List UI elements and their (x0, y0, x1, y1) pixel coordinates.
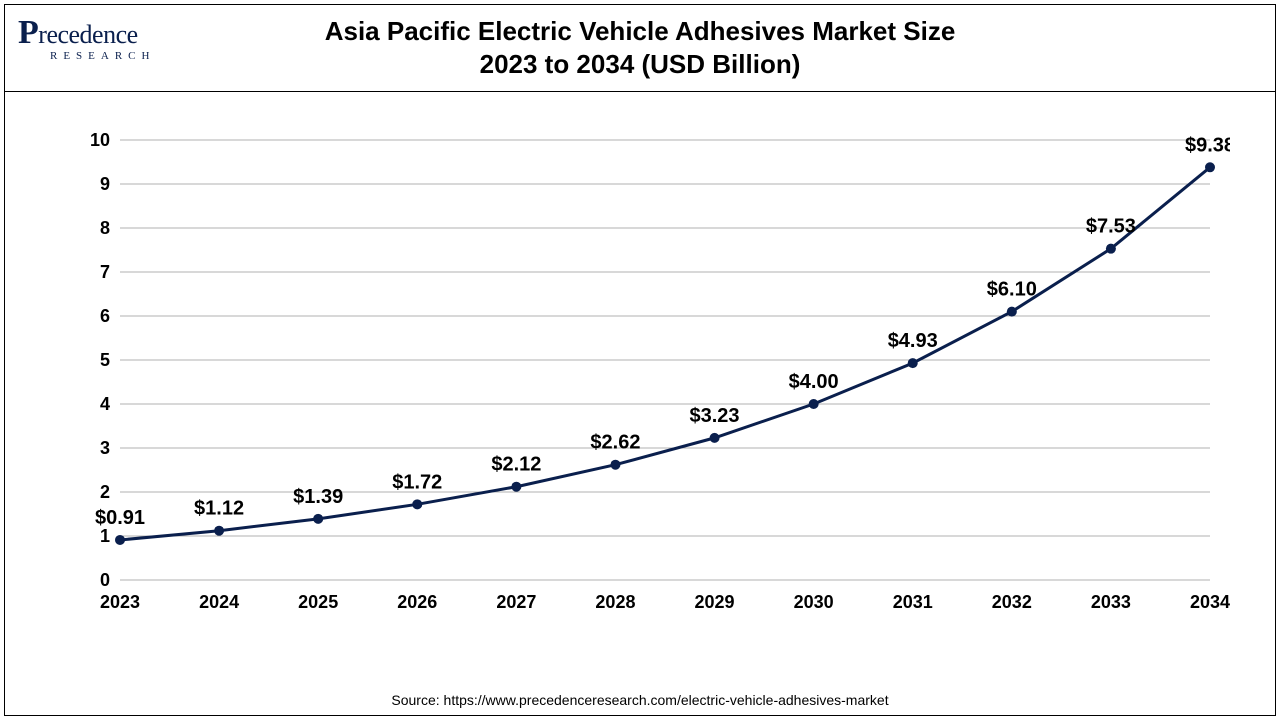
data-line (120, 167, 1210, 540)
svg-text:2033: 2033 (1091, 592, 1131, 612)
source-citation: Source: https://www.precedenceresearch.c… (0, 692, 1280, 708)
svg-text:2031: 2031 (893, 592, 933, 612)
svg-text:2034: 2034 (1190, 592, 1230, 612)
svg-text:2024: 2024 (199, 592, 239, 612)
svg-text:5: 5 (100, 350, 110, 370)
svg-text:2: 2 (100, 482, 110, 502)
svg-text:$4.93: $4.93 (888, 330, 938, 352)
chart-title-line2: 2023 to 2034 (USD Billion) (4, 48, 1276, 81)
svg-text:$7.53: $7.53 (1086, 216, 1136, 238)
svg-text:1: 1 (100, 526, 110, 546)
svg-text:$4.00: $4.00 (789, 371, 839, 393)
x-tick-labels: 2023 2024 2025 2026 2027 2028 2029 2030 2031 2032… (100, 592, 1230, 612)
y-gridlines (120, 140, 1210, 580)
svg-text:$1.39: $1.39 (293, 486, 343, 508)
svg-text:2032: 2032 (992, 592, 1032, 612)
svg-text:$3.23: $3.23 (690, 405, 740, 427)
data-labels: $0.91 $1.12 $1.39 $1.72 $2.12 $2.62 $3.23 $4.00… (95, 134, 1230, 529)
svg-text:9: 9 (100, 174, 110, 194)
chart-title-line1: Asia Pacific Electric Vehicle Adhesives … (4, 15, 1276, 48)
svg-text:3: 3 (100, 438, 110, 458)
data-markers (115, 162, 1215, 545)
svg-text:4: 4 (100, 394, 110, 414)
svg-text:2030: 2030 (794, 592, 834, 612)
chart-title-wrap: Asia Pacific Electric Vehicle Adhesives … (4, 15, 1276, 80)
brand-tagline: RESEARCH (50, 50, 155, 62)
brand-logo: Precedence RESEARCH (18, 14, 155, 62)
header-box: Precedence RESEARCH Asia Pacific Electri… (4, 4, 1276, 92)
svg-text:7: 7 (100, 262, 110, 282)
svg-text:$1.72: $1.72 (392, 471, 442, 493)
svg-text:$2.62: $2.62 (590, 432, 640, 454)
svg-text:$0.91: $0.91 (95, 507, 145, 529)
svg-text:8: 8 (100, 218, 110, 238)
svg-text:0: 0 (100, 570, 110, 590)
svg-text:$1.12: $1.12 (194, 498, 244, 520)
brand-text: recedence (38, 20, 137, 49)
svg-text:$2.12: $2.12 (491, 454, 541, 476)
line-chart: 012345678910 202320242025202620272028202… (70, 130, 1230, 630)
svg-text:2026: 2026 (397, 592, 437, 612)
svg-text:$6.10: $6.10 (987, 279, 1037, 301)
svg-text:2025: 2025 (298, 592, 338, 612)
svg-text:2028: 2028 (595, 592, 635, 612)
svg-text:2029: 2029 (695, 592, 735, 612)
svg-text:2023: 2023 (100, 592, 140, 612)
svg-text:10: 10 (90, 130, 110, 150)
svg-text:$9.38: $9.38 (1185, 134, 1230, 156)
svg-text:6: 6 (100, 306, 110, 326)
svg-text:2027: 2027 (496, 592, 536, 612)
